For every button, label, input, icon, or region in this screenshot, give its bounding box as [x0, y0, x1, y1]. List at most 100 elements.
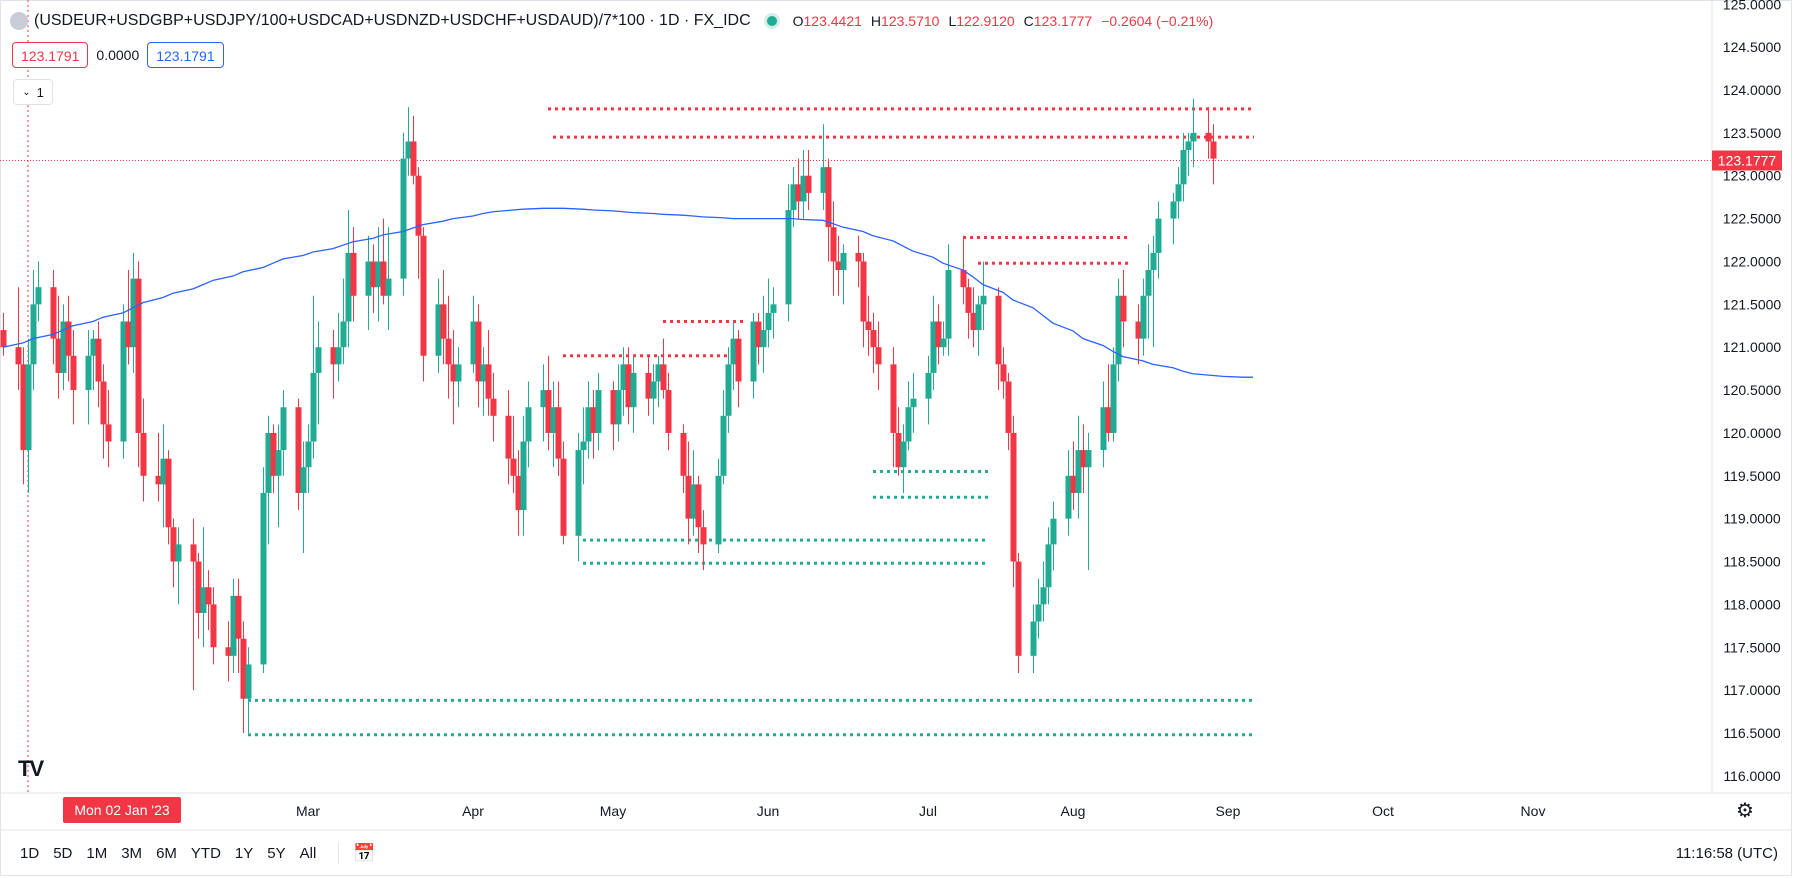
candle-body — [550, 407, 557, 433]
open-label: O — [792, 13, 804, 29]
candle-body — [130, 278, 137, 348]
candle-body — [1070, 475, 1077, 493]
y-tick-label: 124.5000 — [1723, 39, 1782, 55]
candle-body — [1190, 132, 1197, 142]
y-tick-label: 118.0000 — [1723, 596, 1781, 612]
y-tick-label: 123.0000 — [1723, 168, 1782, 184]
timeframe-button-6m[interactable]: 6M — [156, 844, 177, 862]
x-tick-label: Apr — [462, 803, 484, 819]
y-tick-label: 122.5000 — [1723, 211, 1782, 227]
candle-body — [435, 304, 442, 356]
candle-body — [575, 450, 582, 536]
symbol-title[interactable]: (USDEUR+USDGBP+USDJPY/100+USDCAD+USDNZD+… — [34, 12, 751, 29]
candle-body — [160, 458, 167, 485]
candle-body — [170, 527, 177, 562]
candle-body — [1000, 364, 1007, 382]
candle-body — [445, 338, 452, 365]
candle-body — [195, 561, 202, 613]
timeframe-button-all[interactable]: All — [299, 844, 317, 862]
candle-body — [645, 372, 652, 399]
candle-body — [715, 475, 722, 545]
change-value: −0.2604 (−0.21%) — [1101, 13, 1214, 29]
date-range-calendar-icon[interactable]: 📅 — [338, 842, 376, 864]
candle-body — [280, 407, 287, 451]
candle-body — [475, 321, 482, 382]
close-label: C — [1023, 13, 1034, 29]
settings-gear-icon[interactable]: ⚙ — [1736, 800, 1754, 822]
candle-body — [1170, 201, 1177, 219]
candle-body — [245, 664, 252, 699]
timeframe-button-1y[interactable]: 1Y — [234, 844, 254, 862]
tradingview-logo[interactable]: TV — [18, 756, 44, 781]
market-status-icon[interactable] — [766, 16, 777, 26]
candle-body — [490, 398, 497, 416]
x-tick-label: Nov — [1521, 803, 1546, 819]
symbol-logo-icon — [10, 12, 28, 30]
candle-body — [155, 475, 162, 485]
candle-body — [520, 441, 527, 511]
candle-body — [1005, 381, 1012, 433]
timeframe-button-1m[interactable]: 1M — [86, 844, 108, 862]
candle-body — [385, 278, 392, 296]
candle-body — [620, 364, 627, 391]
candle-body — [695, 484, 702, 528]
candle-body — [995, 295, 1002, 365]
y-tick-label: 116.5000 — [1723, 725, 1781, 741]
timeframe-button-5d[interactable]: 5D — [53, 844, 73, 862]
indicator-value-3[interactable]: 123.1791 — [147, 42, 224, 68]
candle-body — [380, 261, 387, 296]
timeframe-button-5y[interactable]: 5Y — [267, 844, 286, 862]
candle-body — [210, 604, 217, 648]
candle-body — [60, 321, 67, 373]
candle-body — [1085, 450, 1092, 468]
candle-body — [1155, 218, 1162, 253]
candle-body — [975, 304, 982, 331]
timeframe-button-3m[interactable]: 3M — [121, 844, 143, 862]
candle-body — [140, 432, 147, 476]
x-tick-label: Oct — [1372, 803, 1394, 819]
candle-body — [450, 364, 457, 382]
candle-body — [95, 338, 102, 382]
candle-body — [690, 484, 697, 519]
candle-body — [650, 381, 657, 399]
candle-body — [860, 261, 867, 322]
candle-body — [1205, 132, 1212, 142]
y-tick-label: 119.5000 — [1723, 468, 1781, 484]
candle-body — [105, 424, 112, 442]
candle-body — [25, 364, 32, 451]
timeframe-button-1d[interactable]: 1D — [20, 844, 40, 862]
candle-body — [905, 407, 912, 442]
candle-body — [35, 287, 42, 305]
candle-body — [805, 175, 812, 193]
candle-body — [65, 321, 72, 356]
candle-body — [1045, 544, 1052, 588]
candle-body — [925, 372, 932, 399]
current-price-badge — [1712, 150, 1782, 171]
candle-body — [1210, 141, 1217, 159]
indicator-value-1[interactable]: 123.1791 — [12, 42, 89, 68]
candle-body — [980, 295, 987, 305]
y-tick-label: 125.0000 — [1723, 0, 1782, 12]
candle-body — [965, 287, 972, 313]
candle-body — [545, 390, 552, 433]
moving-average-line — [2, 207, 1253, 378]
candle-body — [295, 407, 302, 493]
candle-body — [1065, 475, 1072, 519]
candle-body — [970, 312, 977, 331]
candle-body — [595, 390, 602, 433]
timeframe-button-ytd[interactable]: YTD — [190, 844, 221, 862]
current-price-label: 123.1777 — [1718, 153, 1777, 169]
candle-body — [205, 587, 212, 605]
clock[interactable]: 11:16:58 (UTC) — [1675, 844, 1778, 862]
collapse-indicators-button[interactable]: ⌄ 1 — [13, 79, 53, 105]
candle-body — [20, 364, 27, 451]
y-tick-label: 117.0000 — [1723, 682, 1781, 698]
candle-body — [795, 184, 802, 202]
candle-body — [370, 261, 377, 288]
candle-body — [225, 647, 232, 656]
candle-body — [835, 261, 842, 271]
candle-body — [135, 278, 142, 433]
candle-body — [1145, 270, 1152, 296]
